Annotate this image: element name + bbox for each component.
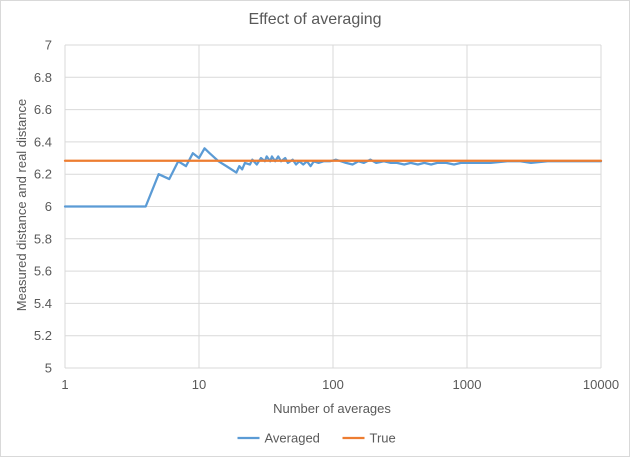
tick-labels: 5 5.2 5.4 5.6 5.8 6 6.2 6.4 6.6 6.8 7 1 10 100 1000 100… xyxy=(34,38,619,393)
x-tick-label: 10000 xyxy=(583,377,619,392)
y-tick-label: 5.4 xyxy=(34,296,52,311)
y-tick-label: 5.8 xyxy=(34,231,52,246)
legend: Averaged True xyxy=(237,431,396,446)
legend-label-averaged: Averaged xyxy=(265,431,320,446)
x-tick-label: 10 xyxy=(192,377,206,392)
chart-title: Effect of averaging xyxy=(248,11,381,28)
y-tick-label: 7 xyxy=(45,38,52,53)
x-tick-label: 1000 xyxy=(453,377,482,392)
y-tick-label: 6.6 xyxy=(34,102,52,117)
legend-label-true: True xyxy=(370,431,396,446)
y-tick-label: 6.2 xyxy=(34,167,52,182)
gridlines xyxy=(64,44,602,369)
y-tick-label: 5.2 xyxy=(34,328,52,343)
x-tick-label: 100 xyxy=(322,377,344,392)
x-axis-title: Number of averages xyxy=(273,401,391,416)
y-tick-label: 6.8 xyxy=(34,70,52,85)
y-axis-title: Measured distance and real distance xyxy=(14,99,29,311)
y-tick-label: 6.4 xyxy=(34,134,52,149)
x-tick-label: 1 xyxy=(61,377,68,392)
y-tick-label: 5.6 xyxy=(34,264,52,279)
y-tick-label: 5 xyxy=(45,361,52,376)
series-layer xyxy=(63,147,603,208)
y-tick-label: 6 xyxy=(45,199,52,214)
